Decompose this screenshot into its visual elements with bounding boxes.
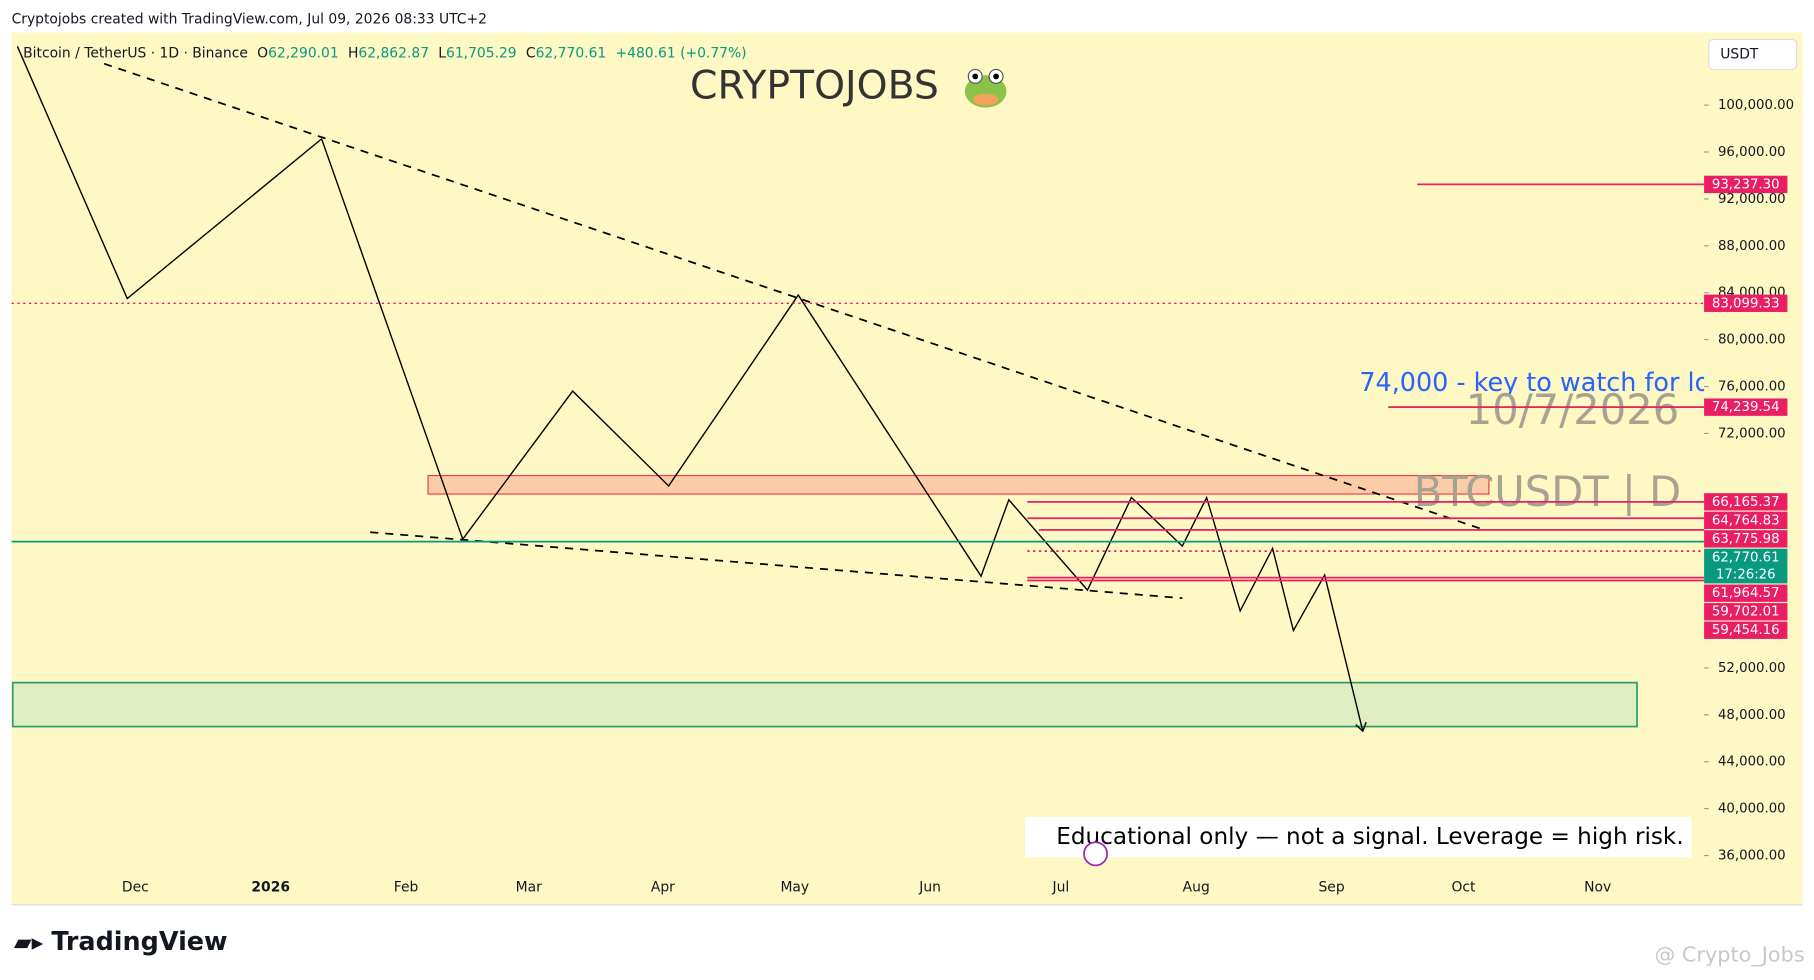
price-tag-label: 74,239.54: [1712, 400, 1780, 415]
credit: Cryptojobs created with TradingView.com,…: [12, 12, 487, 28]
high-label: H: [348, 45, 358, 61]
symbol: Bitcoin / TetherUS · 1D · Binance O62,290…: [23, 45, 746, 61]
close: 62,770.61: [536, 45, 607, 61]
x-tick-label: Jul: [1051, 879, 1069, 895]
y-tick-label: 36,000.00: [1718, 849, 1786, 864]
price-tag: [1704, 493, 1788, 511]
high: 62,862.87: [358, 45, 429, 61]
price-tag-label: 59,702.01: [1712, 605, 1780, 620]
brand: CRYPTOJOBS: [690, 62, 939, 108]
resistance-zone: [427, 474, 1490, 495]
price-tag-label: 83,099.33: [1712, 296, 1780, 311]
logo: ▰▸ TradingView: [14, 927, 228, 957]
open: 62,290.01: [268, 45, 339, 61]
price-tag-label: 93,237.30: [1712, 177, 1780, 192]
price-tag-label: 62,770.61: [1712, 550, 1780, 565]
logo-text: TradingView: [51, 927, 227, 957]
x-tick-label: Mar: [516, 879, 542, 895]
y-tick-label: 88,000.00: [1718, 239, 1786, 254]
price-tag-label: 63,775.98: [1712, 532, 1780, 547]
x-tick-label: 2026: [251, 879, 290, 895]
y-tick-label: 96,000.00: [1718, 145, 1786, 160]
countdown: 17:26:26: [1716, 568, 1776, 583]
open-label: O: [257, 45, 268, 61]
x-tick-label: Oct: [1451, 879, 1476, 895]
symbol-name: Bitcoin / TetherUS · 1D · Binance: [23, 45, 248, 61]
x-tick-label: Dec: [122, 879, 149, 895]
price-tag-label: 61,964.57: [1712, 586, 1780, 601]
y-tick-label: 76,000.00: [1718, 380, 1786, 395]
watermark: @ Crypto_Jobs: [1654, 943, 1804, 968]
price-tag: [1704, 530, 1788, 548]
event-icon[interactable]: [1083, 841, 1109, 867]
chart-pane: [11, 32, 1803, 905]
price-tag: [1704, 511, 1788, 530]
upper-trendline: [103, 62, 1485, 531]
price-tag-label: 59,454.16: [1712, 623, 1780, 638]
disclaimer: Educational only — not a signal. Leverag…: [1056, 824, 1683, 850]
key-level-note: 74,000 - key to watch for lo: [1359, 368, 1710, 398]
price-tag: [1704, 621, 1788, 639]
x-tick-label: Nov: [1584, 879, 1611, 895]
support-zone: [11, 681, 1638, 728]
close-label: C: [526, 45, 536, 61]
y-tick-label: 72,000.00: [1718, 426, 1786, 441]
y-tick-label: 52,000.00: [1718, 661, 1786, 676]
change: +480.61 (+0.77%): [615, 45, 746, 61]
price-tag: [1704, 398, 1788, 416]
lower-trendline: [370, 531, 1183, 600]
disclaimer-box: [1025, 816, 1692, 858]
currency-button[interactable]: [1708, 38, 1798, 71]
y-tick-label: 92,000.00: [1718, 192, 1786, 207]
price-tag: [1704, 584, 1788, 602]
price-tag: [1704, 548, 1788, 584]
x-tick-label: May: [780, 879, 809, 895]
price-tag-label: 64,764.83: [1712, 513, 1780, 528]
low: 61,705.29: [446, 45, 517, 61]
price-tag: [1704, 603, 1788, 621]
x-tick-label: Aug: [1183, 879, 1210, 895]
date-watermark: 10/7/2026: [1466, 385, 1679, 434]
price-tag: [1704, 294, 1788, 312]
price-tag: [1704, 175, 1788, 194]
x-tick-label: Sep: [1318, 879, 1344, 895]
price-tag-label: 66,165.37: [1712, 495, 1780, 510]
low-label: L: [438, 45, 446, 61]
y-tick-label: 100,000.00: [1718, 98, 1794, 113]
x-tick-label: Feb: [394, 879, 419, 895]
y-tick-label: 80,000.00: [1718, 333, 1786, 348]
projection-zigzag: [16, 46, 1362, 731]
frog-icon: [964, 68, 1007, 108]
y-tick-label: 48,000.00: [1718, 708, 1786, 723]
plot-area: 74,000 - key to watch for lo: [11, 46, 1710, 731]
x-tick-label: Jun: [918, 879, 941, 895]
currency: USDT: [1720, 46, 1759, 62]
y-tick-label: 40,000.00: [1718, 802, 1786, 817]
y-tick-label: 44,000.00: [1718, 755, 1786, 770]
x-tick-label: Apr: [651, 879, 675, 895]
ticker-watermark: BTCUSDT | D: [1414, 467, 1682, 516]
